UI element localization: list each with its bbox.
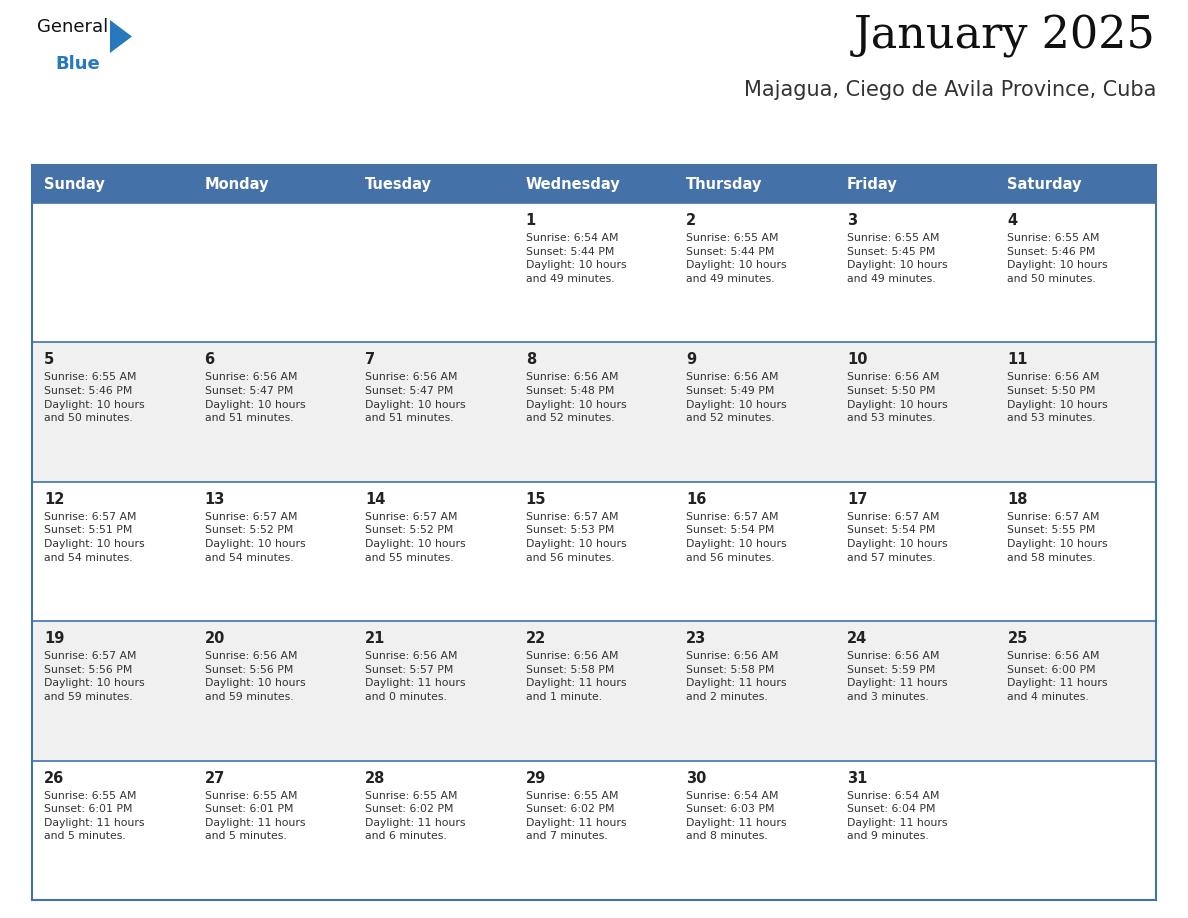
- Text: Sunrise: 6:57 AM
Sunset: 5:51 PM
Daylight: 10 hours
and 54 minutes.: Sunrise: 6:57 AM Sunset: 5:51 PM Dayligh…: [44, 512, 145, 563]
- Text: 13: 13: [204, 492, 225, 507]
- Text: Sunrise: 6:57 AM
Sunset: 5:56 PM
Daylight: 10 hours
and 59 minutes.: Sunrise: 6:57 AM Sunset: 5:56 PM Dayligh…: [44, 651, 145, 702]
- Text: Sunrise: 6:57 AM
Sunset: 5:54 PM
Daylight: 10 hours
and 56 minutes.: Sunrise: 6:57 AM Sunset: 5:54 PM Dayligh…: [687, 512, 786, 563]
- Text: Sunrise: 6:54 AM
Sunset: 6:03 PM
Daylight: 11 hours
and 8 minutes.: Sunrise: 6:54 AM Sunset: 6:03 PM Dayligh…: [687, 790, 786, 842]
- Text: 28: 28: [365, 770, 386, 786]
- Text: Thursday: Thursday: [687, 176, 763, 192]
- Text: 10: 10: [847, 353, 867, 367]
- Text: 12: 12: [44, 492, 64, 507]
- Bar: [32, 621, 1156, 761]
- Text: Sunrise: 6:55 AM
Sunset: 5:44 PM
Daylight: 10 hours
and 49 minutes.: Sunrise: 6:55 AM Sunset: 5:44 PM Dayligh…: [687, 233, 786, 284]
- Bar: [32, 165, 1156, 203]
- Text: Monday: Monday: [204, 176, 268, 192]
- Text: Sunrise: 6:56 AM
Sunset: 5:50 PM
Daylight: 10 hours
and 53 minutes.: Sunrise: 6:56 AM Sunset: 5:50 PM Dayligh…: [847, 373, 948, 423]
- Text: Sunrise: 6:56 AM
Sunset: 5:58 PM
Daylight: 11 hours
and 1 minute.: Sunrise: 6:56 AM Sunset: 5:58 PM Dayligh…: [526, 651, 626, 702]
- Text: Sunrise: 6:56 AM
Sunset: 5:59 PM
Daylight: 11 hours
and 3 minutes.: Sunrise: 6:56 AM Sunset: 5:59 PM Dayligh…: [847, 651, 947, 702]
- Text: Sunrise: 6:55 AM
Sunset: 5:45 PM
Daylight: 10 hours
and 49 minutes.: Sunrise: 6:55 AM Sunset: 5:45 PM Dayligh…: [847, 233, 948, 284]
- Text: 25: 25: [1007, 632, 1028, 646]
- Text: Sunrise: 6:56 AM
Sunset: 6:00 PM
Daylight: 11 hours
and 4 minutes.: Sunrise: 6:56 AM Sunset: 6:00 PM Dayligh…: [1007, 651, 1108, 702]
- Text: Sunrise: 6:56 AM
Sunset: 5:50 PM
Daylight: 10 hours
and 53 minutes.: Sunrise: 6:56 AM Sunset: 5:50 PM Dayligh…: [1007, 373, 1108, 423]
- Text: 1: 1: [526, 213, 536, 228]
- Text: Blue: Blue: [55, 55, 100, 73]
- Text: 2: 2: [687, 213, 696, 228]
- Text: 27: 27: [204, 770, 225, 786]
- Text: Sunrise: 6:56 AM
Sunset: 5:48 PM
Daylight: 10 hours
and 52 minutes.: Sunrise: 6:56 AM Sunset: 5:48 PM Dayligh…: [526, 373, 626, 423]
- Bar: [32, 342, 1156, 482]
- Text: Saturday: Saturday: [1007, 176, 1082, 192]
- Text: Sunrise: 6:56 AM
Sunset: 5:47 PM
Daylight: 10 hours
and 51 minutes.: Sunrise: 6:56 AM Sunset: 5:47 PM Dayligh…: [365, 373, 466, 423]
- Text: 7: 7: [365, 353, 375, 367]
- Bar: [32, 761, 1156, 900]
- Text: 3: 3: [847, 213, 857, 228]
- Text: Sunrise: 6:55 AM
Sunset: 6:02 PM
Daylight: 11 hours
and 7 minutes.: Sunrise: 6:55 AM Sunset: 6:02 PM Dayligh…: [526, 790, 626, 842]
- Text: 15: 15: [526, 492, 546, 507]
- Text: Friday: Friday: [847, 176, 898, 192]
- Text: Sunrise: 6:57 AM
Sunset: 5:55 PM
Daylight: 10 hours
and 58 minutes.: Sunrise: 6:57 AM Sunset: 5:55 PM Dayligh…: [1007, 512, 1108, 563]
- Text: 23: 23: [687, 632, 707, 646]
- Text: 8: 8: [526, 353, 536, 367]
- Text: Sunrise: 6:57 AM
Sunset: 5:52 PM
Daylight: 10 hours
and 54 minutes.: Sunrise: 6:57 AM Sunset: 5:52 PM Dayligh…: [204, 512, 305, 563]
- Text: Sunrise: 6:56 AM
Sunset: 5:47 PM
Daylight: 10 hours
and 51 minutes.: Sunrise: 6:56 AM Sunset: 5:47 PM Dayligh…: [204, 373, 305, 423]
- Text: Sunrise: 6:55 AM
Sunset: 6:02 PM
Daylight: 11 hours
and 6 minutes.: Sunrise: 6:55 AM Sunset: 6:02 PM Dayligh…: [365, 790, 466, 842]
- Text: Sunrise: 6:57 AM
Sunset: 5:53 PM
Daylight: 10 hours
and 56 minutes.: Sunrise: 6:57 AM Sunset: 5:53 PM Dayligh…: [526, 512, 626, 563]
- Text: 14: 14: [365, 492, 386, 507]
- Text: 6: 6: [204, 353, 215, 367]
- Text: January 2025: January 2025: [854, 15, 1156, 58]
- Text: Sunrise: 6:56 AM
Sunset: 5:49 PM
Daylight: 10 hours
and 52 minutes.: Sunrise: 6:56 AM Sunset: 5:49 PM Dayligh…: [687, 373, 786, 423]
- Text: Sunrise: 6:56 AM
Sunset: 5:56 PM
Daylight: 10 hours
and 59 minutes.: Sunrise: 6:56 AM Sunset: 5:56 PM Dayligh…: [204, 651, 305, 702]
- Text: 20: 20: [204, 632, 225, 646]
- Text: 4: 4: [1007, 213, 1018, 228]
- Text: 22: 22: [526, 632, 546, 646]
- Text: Wednesday: Wednesday: [526, 176, 620, 192]
- Text: 17: 17: [847, 492, 867, 507]
- Text: 18: 18: [1007, 492, 1028, 507]
- Text: 11: 11: [1007, 353, 1028, 367]
- Text: Sunrise: 6:55 AM
Sunset: 5:46 PM
Daylight: 10 hours
and 50 minutes.: Sunrise: 6:55 AM Sunset: 5:46 PM Dayligh…: [1007, 233, 1108, 284]
- Text: 5: 5: [44, 353, 55, 367]
- Text: 29: 29: [526, 770, 546, 786]
- Text: 24: 24: [847, 632, 867, 646]
- Text: Sunday: Sunday: [44, 176, 105, 192]
- Text: 31: 31: [847, 770, 867, 786]
- Text: Sunrise: 6:56 AM
Sunset: 5:57 PM
Daylight: 11 hours
and 0 minutes.: Sunrise: 6:56 AM Sunset: 5:57 PM Dayligh…: [365, 651, 466, 702]
- Text: Sunrise: 6:54 AM
Sunset: 5:44 PM
Daylight: 10 hours
and 49 minutes.: Sunrise: 6:54 AM Sunset: 5:44 PM Dayligh…: [526, 233, 626, 284]
- Text: 30: 30: [687, 770, 707, 786]
- Text: Sunrise: 6:57 AM
Sunset: 5:52 PM
Daylight: 10 hours
and 55 minutes.: Sunrise: 6:57 AM Sunset: 5:52 PM Dayligh…: [365, 512, 466, 563]
- Text: Sunrise: 6:55 AM
Sunset: 6:01 PM
Daylight: 11 hours
and 5 minutes.: Sunrise: 6:55 AM Sunset: 6:01 PM Dayligh…: [44, 790, 145, 842]
- Bar: [32, 482, 1156, 621]
- Text: Sunrise: 6:57 AM
Sunset: 5:54 PM
Daylight: 10 hours
and 57 minutes.: Sunrise: 6:57 AM Sunset: 5:54 PM Dayligh…: [847, 512, 948, 563]
- Text: Tuesday: Tuesday: [365, 176, 432, 192]
- Text: 26: 26: [44, 770, 64, 786]
- Polygon shape: [110, 20, 132, 53]
- Bar: [32, 203, 1156, 342]
- Text: Sunrise: 6:55 AM
Sunset: 6:01 PM
Daylight: 11 hours
and 5 minutes.: Sunrise: 6:55 AM Sunset: 6:01 PM Dayligh…: [204, 790, 305, 842]
- Text: General: General: [37, 18, 108, 36]
- Text: Sunrise: 6:56 AM
Sunset: 5:58 PM
Daylight: 11 hours
and 2 minutes.: Sunrise: 6:56 AM Sunset: 5:58 PM Dayligh…: [687, 651, 786, 702]
- Text: Sunrise: 6:54 AM
Sunset: 6:04 PM
Daylight: 11 hours
and 9 minutes.: Sunrise: 6:54 AM Sunset: 6:04 PM Dayligh…: [847, 790, 947, 842]
- Text: Majagua, Ciego de Avila Province, Cuba: Majagua, Ciego de Avila Province, Cuba: [744, 80, 1156, 100]
- Text: 21: 21: [365, 632, 386, 646]
- Text: 9: 9: [687, 353, 696, 367]
- Text: 16: 16: [687, 492, 707, 507]
- Text: Sunrise: 6:55 AM
Sunset: 5:46 PM
Daylight: 10 hours
and 50 minutes.: Sunrise: 6:55 AM Sunset: 5:46 PM Dayligh…: [44, 373, 145, 423]
- Text: 19: 19: [44, 632, 64, 646]
